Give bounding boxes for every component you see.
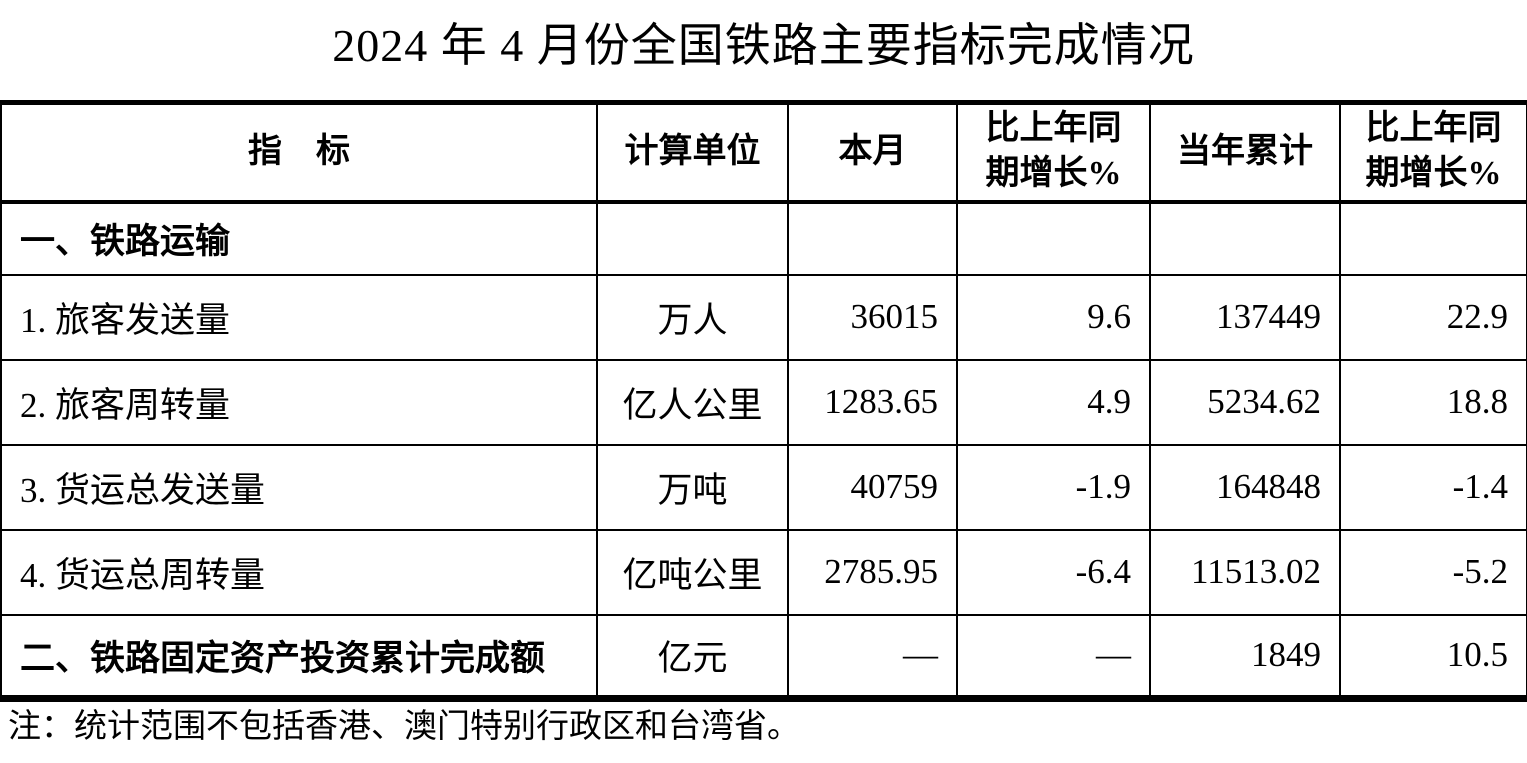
cell-cum-yoy: 18.8 <box>1339 358 1527 446</box>
header-month-yoy-line1: 比上年同 <box>985 110 1122 148</box>
table-row-freight-volume: 3. 货运总发送量 万吨 40759 -1.9 164848 -1.4 <box>0 443 1527 531</box>
cell-indicator: 2. 旅客周转量 <box>0 358 598 446</box>
cell-month-yoy: 9.6 <box>956 273 1151 361</box>
cell-month: 2785.95 <box>787 528 958 616</box>
header-month-yoy-line2: 期增长% <box>985 155 1122 193</box>
cell-cumulative: 137449 <box>1149 273 1341 361</box>
table-row-passenger-volume: 1. 旅客发送量 万人 36015 9.6 137449 22.9 <box>0 273 1527 361</box>
cell-unit: 亿元 <box>596 613 789 700</box>
cell-unit: 亿吨公里 <box>596 528 789 616</box>
table-row-fixed-asset-investment: 二、铁路固定资产投资累计完成额 亿元 — — 1849 10.5 <box>0 613 1527 700</box>
cell-unit <box>596 200 789 276</box>
cell-month-yoy: -6.4 <box>956 528 1151 616</box>
header-cum-yoy-line1: 比上年同 <box>1365 110 1502 148</box>
cell-indicator: 4. 货运总周转量 <box>0 528 598 616</box>
cell-indicator: 1. 旅客发送量 <box>0 273 598 361</box>
header-unit: 计算单位 <box>596 101 789 204</box>
cell-indicator: 一、铁路运输 <box>0 200 598 276</box>
header-indicator: 指 标 <box>0 101 598 204</box>
header-cumulative: 当年累计 <box>1149 101 1341 204</box>
cell-cum-yoy: 10.5 <box>1339 613 1527 700</box>
cell-cumulative: 1849 <box>1149 613 1341 700</box>
header-cum-yoy-line2: 期增长% <box>1365 155 1502 193</box>
railway-stats-table: 指 标 计算单位 本月 比上年同期增长% 当年累计 比上年同期增长% 一、铁路运… <box>0 100 1527 702</box>
cell-cum-yoy: -1.4 <box>1339 443 1527 531</box>
cell-month-yoy: — <box>956 613 1151 700</box>
table-row-freight-turnover: 4. 货运总周转量 亿吨公里 2785.95 -6.4 11513.02 -5.… <box>0 528 1527 616</box>
cell-cum-yoy: 22.9 <box>1339 273 1527 361</box>
cell-month-yoy <box>956 200 1151 276</box>
table-row-passenger-turnover: 2. 旅客周转量 亿人公里 1283.65 4.9 5234.62 18.8 <box>0 358 1527 446</box>
cell-month: 36015 <box>787 273 958 361</box>
cell-indicator: 二、铁路固定资产投资累计完成额 <box>0 613 598 700</box>
table-row-section-1: 一、铁路运输 <box>0 200 1527 276</box>
cell-month-yoy: -1.9 <box>956 443 1151 531</box>
cell-cumulative <box>1149 200 1341 276</box>
cell-cum-yoy: -5.2 <box>1339 528 1527 616</box>
cell-cumulative: 11513.02 <box>1149 528 1341 616</box>
footnote: 注：统计范围不包括香港、澳门特别行政区和台湾省。 <box>8 709 800 745</box>
cell-unit: 万人 <box>596 273 789 361</box>
cell-indicator: 3. 货运总发送量 <box>0 443 598 531</box>
page-title: 2024 年 4 月份全国铁路主要指标完成情况 <box>332 20 1195 71</box>
cell-cum-yoy <box>1339 200 1527 276</box>
cell-cumulative: 164848 <box>1149 443 1341 531</box>
cell-month: 1283.65 <box>787 358 958 446</box>
cell-cumulative: 5234.62 <box>1149 358 1341 446</box>
cell-month: 40759 <box>787 443 958 531</box>
header-month-yoy: 比上年同期增长% <box>956 101 1151 204</box>
table-header-row: 指 标 计算单位 本月 比上年同期增长% 当年累计 比上年同期增长% <box>0 101 1527 204</box>
cell-unit: 亿人公里 <box>596 358 789 446</box>
cell-month: — <box>787 613 958 700</box>
header-month: 本月 <box>787 101 958 204</box>
cell-unit: 万吨 <box>596 443 789 531</box>
header-cum-yoy: 比上年同期增长% <box>1339 101 1527 204</box>
cell-month <box>787 200 958 276</box>
cell-month-yoy: 4.9 <box>956 358 1151 446</box>
